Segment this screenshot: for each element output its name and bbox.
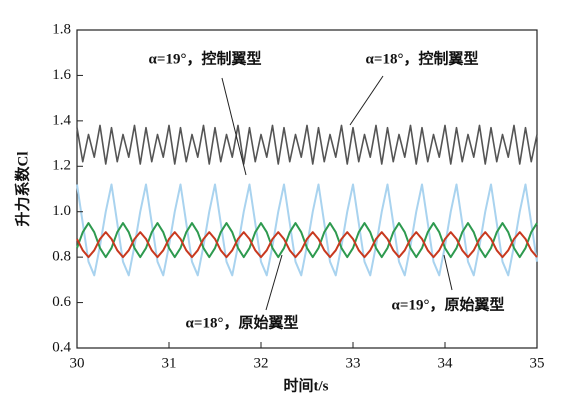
annotation: α=18°，控制翼型 <box>366 49 479 67</box>
x-axis-label: 时间t/s <box>283 376 328 394</box>
annotation: α=18°，原始翼型 <box>186 313 299 331</box>
x-tick-label: 31 <box>162 355 177 371</box>
x-tick-label: 32 <box>254 355 269 371</box>
series-line <box>76 124 538 165</box>
y-tick-label: 1.8 <box>52 21 71 37</box>
x-tick-label: 34 <box>438 355 454 371</box>
annotation: α=19°，控制翼型 <box>149 49 262 67</box>
plot-area <box>76 124 538 277</box>
x-tick-label: 30 <box>70 355 85 371</box>
x-tick-label: 35 <box>530 355 545 371</box>
annotation: α=19°，原始翼型 <box>392 295 505 313</box>
leader-line <box>443 254 453 291</box>
leader-line <box>221 77 247 176</box>
series-line <box>76 183 538 277</box>
x-tick-label: 33 <box>346 355 361 371</box>
y-tick-label: 1.4 <box>52 112 71 128</box>
leader-line <box>265 254 283 311</box>
y-tick-label: 0.6 <box>52 294 71 310</box>
series-line <box>76 231 538 259</box>
leader-line <box>349 75 384 126</box>
y-axis-label: 升力系数Cl <box>13 151 31 226</box>
y-tick-label: 0.4 <box>52 339 71 355</box>
series-line <box>76 222 538 259</box>
y-tick-label: 1.2 <box>52 158 71 174</box>
y-tick-label: 0.8 <box>52 249 71 265</box>
y-tick-label: 1.0 <box>52 203 71 219</box>
y-tick-label: 1.6 <box>52 67 71 83</box>
